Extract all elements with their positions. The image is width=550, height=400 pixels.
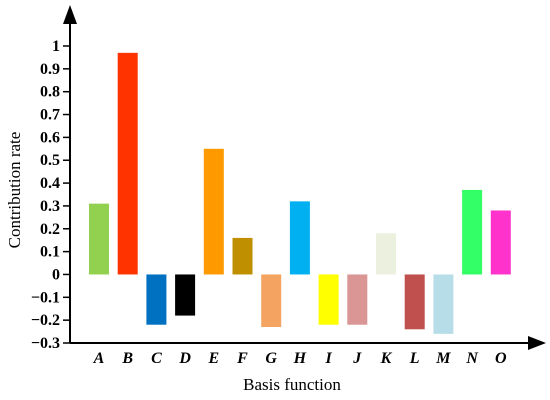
x-tick-label-c: C bbox=[151, 350, 162, 367]
y-tick-label: 0.4 bbox=[40, 175, 60, 192]
bar-c bbox=[146, 274, 167, 325]
y-tick-label: 0.1 bbox=[40, 244, 60, 261]
x-tick-label-d: D bbox=[178, 350, 191, 367]
bars bbox=[89, 52, 511, 334]
x-tick-label-b: B bbox=[121, 350, 133, 367]
bar-d bbox=[175, 274, 196, 316]
x-axis-title: Basis function bbox=[243, 375, 341, 394]
y-axis-arrow-icon bbox=[63, 5, 77, 24]
x-tick-label-f: F bbox=[236, 350, 248, 367]
y-axis-title: Contribution rate bbox=[5, 132, 24, 249]
x-tick-label-m: M bbox=[435, 350, 451, 367]
x-tick-label-h: H bbox=[293, 350, 307, 367]
y-tick-label: −0.1 bbox=[31, 289, 60, 306]
bar-m bbox=[433, 274, 454, 334]
x-tick-label-o: O bbox=[495, 350, 507, 367]
y-ticks: 1 0.9 0.8 0.7 0.6 0.5 0.4 0.3 0.2 0.1 0 −0.1 −0.2 −0.… bbox=[31, 38, 70, 352]
bar-a bbox=[89, 203, 109, 275]
bar-j bbox=[347, 274, 368, 325]
y-tick-label: 0.2 bbox=[40, 221, 60, 238]
x-axis-arrow-icon bbox=[528, 336, 546, 350]
y-tick-label: 0.6 bbox=[40, 129, 60, 146]
bar-h bbox=[289, 201, 310, 275]
y-tick-label: 0.7 bbox=[40, 107, 60, 124]
x-tick-label-k: K bbox=[380, 350, 393, 367]
x-tick-label-n: N bbox=[465, 350, 479, 367]
bar-e bbox=[203, 148, 224, 275]
x-tick-label-e: E bbox=[207, 350, 219, 367]
y-tick-label: 0.9 bbox=[40, 61, 60, 78]
y-tick-label: 0.3 bbox=[40, 198, 60, 215]
y-tick-label: 0.8 bbox=[40, 84, 60, 101]
y-tick-label: 0 bbox=[52, 266, 60, 283]
x-tick-label-i: I bbox=[324, 350, 332, 367]
x-tick-label-g: G bbox=[265, 350, 277, 367]
x-tick-label-a: A bbox=[93, 350, 105, 367]
bar-b bbox=[117, 52, 138, 275]
bar-k bbox=[376, 233, 396, 275]
x-tick-label-j: J bbox=[352, 350, 362, 367]
bar-f bbox=[232, 237, 253, 275]
y-tick-label: 1 bbox=[52, 38, 60, 55]
y-tick-label: −0.3 bbox=[31, 335, 60, 352]
bar-i bbox=[318, 274, 339, 325]
bar-n bbox=[462, 189, 483, 275]
bar-o bbox=[490, 210, 511, 275]
x-tick-label-l: L bbox=[409, 350, 420, 367]
bar-g bbox=[261, 274, 282, 328]
y-tick-label: −0.2 bbox=[31, 312, 60, 329]
bar-l bbox=[404, 274, 425, 330]
y-tick-label: 0.5 bbox=[40, 152, 60, 169]
